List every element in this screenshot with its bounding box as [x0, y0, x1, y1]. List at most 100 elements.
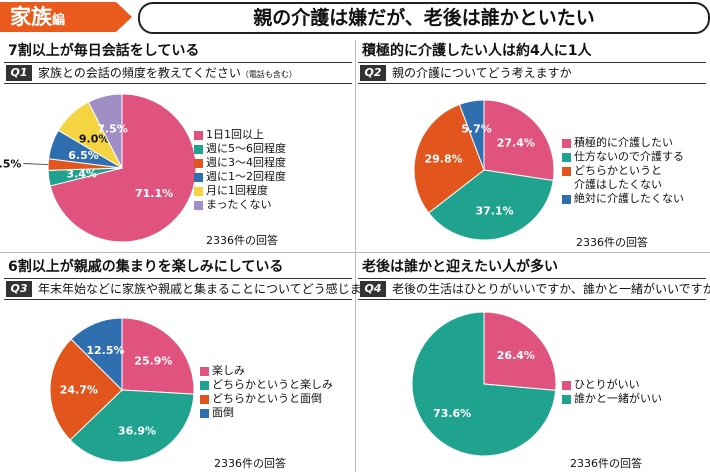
vertical-divider [355, 40, 356, 472]
question-bar: Q3 年末年始などに家族や親戚と集まることについてどう感じますか [4, 278, 386, 300]
pie-chart-q2: 27.4% 37.1% 29.8% 5.7% [413, 99, 555, 241]
legend-item: どちらかというと面倒 [200, 392, 333, 406]
legend-label: どちらかというと面倒 [212, 392, 322, 405]
legend-label: 積極的に介護したい [574, 136, 673, 149]
question-badge: Q1 [6, 65, 32, 81]
slice-value-label: 24.7% [60, 384, 98, 397]
question-badge: Q4 [360, 281, 386, 297]
legend-swatch [562, 167, 571, 176]
legend-item: 積極的に介護したい [562, 136, 684, 150]
legend-label: まったくない [206, 198, 272, 211]
category-tag-label: 家族 [10, 5, 52, 29]
panel-q4: 老後は誰かと迎えたい人が多い Q4 老後の生活はひとりがいいですか、誰かと一緒が… [358, 256, 710, 474]
legend-item: 月に1回程度 [194, 184, 286, 198]
pie-slice [70, 317, 123, 392]
question-bar: Q4 老後の生活はひとりがいいですか、誰かと一緒がいいですか [358, 278, 710, 300]
legend-item: どちらかというと [562, 164, 684, 178]
legend-item: 楽しみ [200, 364, 333, 378]
pie-slice [483, 311, 557, 391]
legend-swatch [562, 195, 571, 204]
legend-label: 週に3〜4回程度 [206, 156, 286, 169]
legend-label: 楽しみ [212, 364, 245, 377]
legend-item: 週に1〜2回程度 [194, 170, 286, 184]
legend-swatch [194, 187, 203, 196]
category-tag: 家族編 [0, 2, 116, 32]
slice-value-label: 6.5% [68, 149, 99, 162]
category-tag-sub: 編 [52, 13, 66, 28]
pie-slice [411, 311, 557, 457]
response-count: 2336件の回答 [570, 457, 642, 470]
pie-slice [121, 317, 195, 395]
legend-item: 介護はしたくない [562, 178, 684, 192]
headline: 親の介護は嫌だが、老後は誰かといたい [138, 2, 710, 34]
question-note: （電話も含む） [240, 70, 297, 79]
legend-item: まったくない [194, 198, 286, 212]
header: 家族編 親の介護は嫌だが、老後は誰かといたい [0, 0, 710, 36]
legend-swatch [562, 153, 571, 162]
legend-q4: ひとりがいい 誰かと一緒がいい [562, 378, 662, 406]
legend-swatch [194, 201, 203, 210]
legend-label: 仕方ないので介護する [574, 150, 684, 163]
legend-swatch [194, 145, 203, 154]
legend-item: 1日1回以上 [194, 128, 286, 142]
legend-label: 面倒 [212, 406, 234, 419]
slice-value-label: 36.9% [118, 425, 156, 438]
legend-label: 週に5〜6回程度 [206, 142, 286, 155]
slice-value-label: 7.5% [97, 122, 128, 135]
legend-label: どちらかというと楽しみ [212, 378, 333, 391]
legend-label: どちらかというと [574, 164, 662, 177]
response-count: 2336件の回答 [576, 236, 648, 249]
slice-value-label: 73.6% [433, 407, 471, 420]
legend-q1: 1日1回以上 週に5〜6回程度 週に3〜4回程度 週に1〜2回程度 月に1回程度 まったく… [194, 128, 286, 212]
pie-slice [413, 103, 485, 214]
tag-arrow-icon [116, 2, 132, 32]
panel-title: 積極的に介護したい人は約4人に1人 [362, 43, 592, 59]
leader-line [23, 163, 49, 165]
horizontal-divider [0, 252, 710, 253]
question-bar: Q2 親の介護についてどう考えますか [358, 62, 706, 84]
slice-value-label: 29.8% [425, 153, 463, 166]
legend-q3: 楽しみ どちらかというと楽しみ どちらかというと面倒 面倒 [200, 364, 333, 420]
legend-q2: 積極的に介護したい 仕方ないので介護する どちらかというと 介護はしたくない 絶対に介護… [562, 136, 684, 206]
legend-item: 週に5〜6回程度 [194, 142, 286, 156]
panel-q2: 積極的に介護したい人は約4人に1人 Q2 親の介護についてどう考えますか 27.… [358, 40, 708, 258]
slice-value-label: 37.1% [475, 205, 513, 218]
pie-slice [49, 93, 197, 243]
panel-title: 7割以上が毎日会話をしている [8, 43, 200, 59]
legend-item: 誰かと一緒がいい [562, 392, 662, 406]
legend-item: 週に3〜4回程度 [194, 156, 286, 170]
legend-swatch [562, 395, 571, 404]
legend-swatch [200, 395, 209, 404]
legend-swatch [200, 381, 209, 390]
slice-value-label: 3.4% [66, 168, 97, 181]
legend-swatch [562, 139, 571, 148]
slice-value-label: 12.5% [86, 344, 124, 357]
question-text: 年末年始などに家族や親戚と集まることについてどう感じますか [38, 282, 386, 296]
pie-slice [427, 169, 554, 241]
legend-item: 面倒 [200, 406, 333, 420]
legend-label: ひとりがいい [574, 378, 640, 391]
pie-chart-q1: 71.1% 3.4% 2.5% 6.5% 9.0%7.5% [0, 93, 197, 243]
legend-swatch [194, 159, 203, 168]
pie-slice [483, 99, 555, 182]
pie-slice [87, 93, 123, 169]
legend-swatch [200, 409, 209, 418]
question-badge: Q2 [360, 65, 386, 81]
legend-swatch [200, 367, 209, 376]
legend-label: 週に1〜2回程度 [206, 170, 286, 183]
question-bar: Q1 家族との会話の頻度を教えてください（電話も含む） [4, 62, 352, 84]
pie-slice [458, 99, 485, 171]
question-text: 親の介護についてどう考えますか [392, 66, 572, 80]
legend-swatch [562, 381, 571, 390]
slice-value-label: 71.1% [135, 187, 173, 200]
legend-label: 月に1回程度 [206, 184, 268, 197]
question-badge: Q3 [6, 281, 32, 297]
legend-label: 誰かと一緒がいい [574, 392, 662, 405]
question-main: 家族との会話の頻度を教えてください [38, 66, 241, 80]
legend-item: 仕方ないので介護する [562, 150, 684, 164]
panel-title: 老後は誰かと迎えたい人が多い [362, 259, 558, 275]
slice-value-label: 9.0% [79, 132, 110, 145]
slice-value-label: 26.4% [497, 349, 535, 362]
question-text: 老後の生活はひとりがいいですか、誰かと一緒がいいですか [392, 282, 710, 296]
legend-swatch [194, 173, 203, 182]
